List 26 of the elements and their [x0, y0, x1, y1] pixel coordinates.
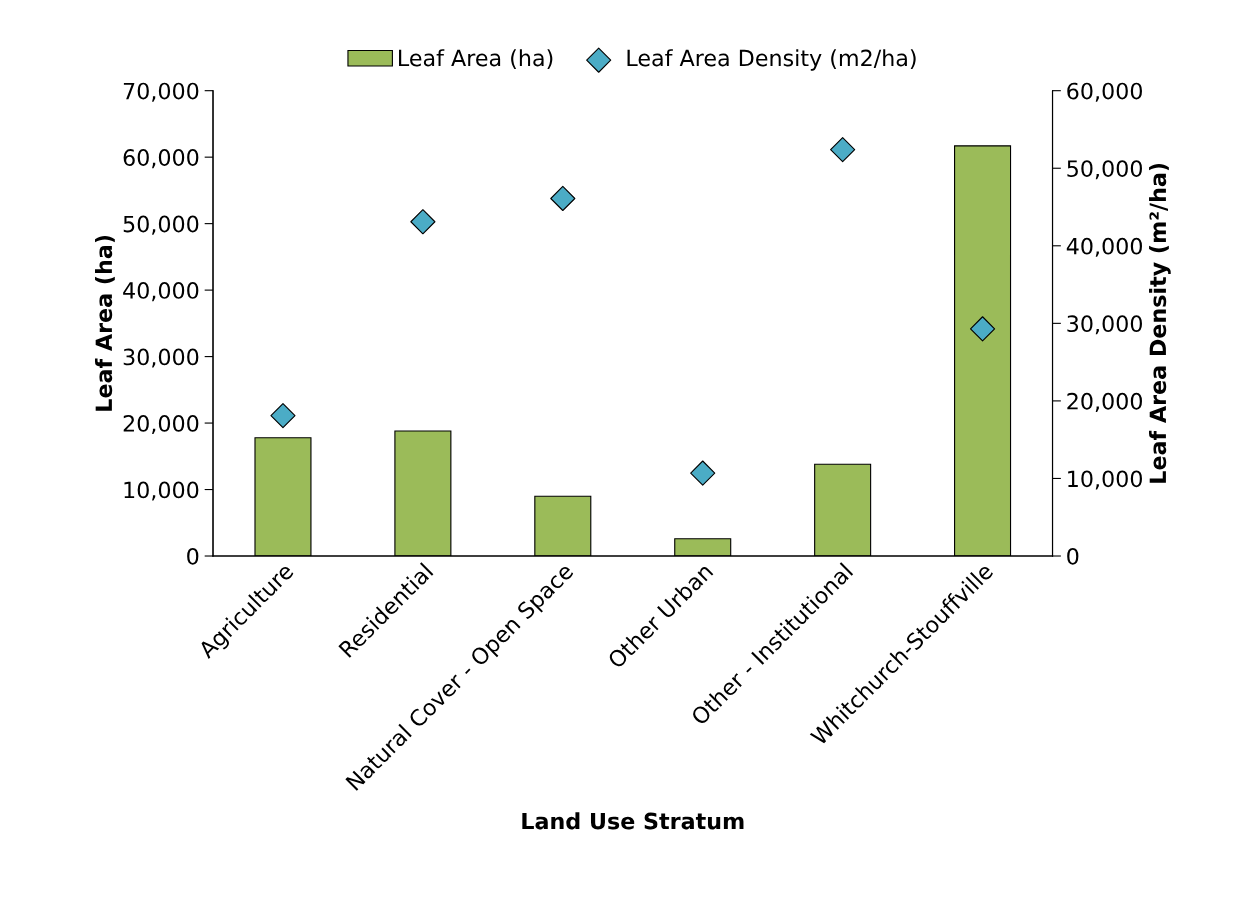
y2-tick-label: 40,000	[1066, 237, 1142, 257]
y2-tick-label: 30,000	[1067, 315, 1142, 335]
point	[830, 137, 856, 163]
y2-tick-label: 0	[1067, 547, 1079, 565]
y-tick-label: 10,000	[124, 481, 199, 501]
y2-tick-label: 50,000	[1067, 160, 1142, 180]
y-axis-title: Leaf Area (ha)	[95, 235, 115, 411]
y-tick-label: 30,000	[123, 348, 199, 368]
y-tick-label: 0	[187, 547, 199, 565]
y2-axis-title: Leaf Area Density (m²/ha)	[1149, 163, 1171, 483]
y-tick-label: 70,000	[123, 82, 199, 102]
y2-tick-label: 20,000	[1067, 392, 1142, 412]
y-tick-label: 50,000	[123, 215, 199, 235]
point	[410, 209, 436, 235]
y-tick-label: 40,000	[123, 282, 199, 302]
point	[550, 185, 576, 212]
point	[690, 460, 716, 486]
legend-label: Leaf Area Density (m2/ha)	[627, 49, 916, 71]
x-axis-title: Land Use Stratum	[522, 812, 744, 830]
y2-tick-label: 60,000	[1067, 82, 1142, 102]
legend-label: Leaf Area (ha)	[399, 49, 553, 69]
point	[969, 316, 996, 342]
y-tick-label: 60,000	[123, 149, 199, 169]
point	[270, 403, 296, 429]
y2-tick-label: 10,000	[1068, 470, 1142, 490]
y-tick-label: 20,000	[123, 415, 199, 435]
